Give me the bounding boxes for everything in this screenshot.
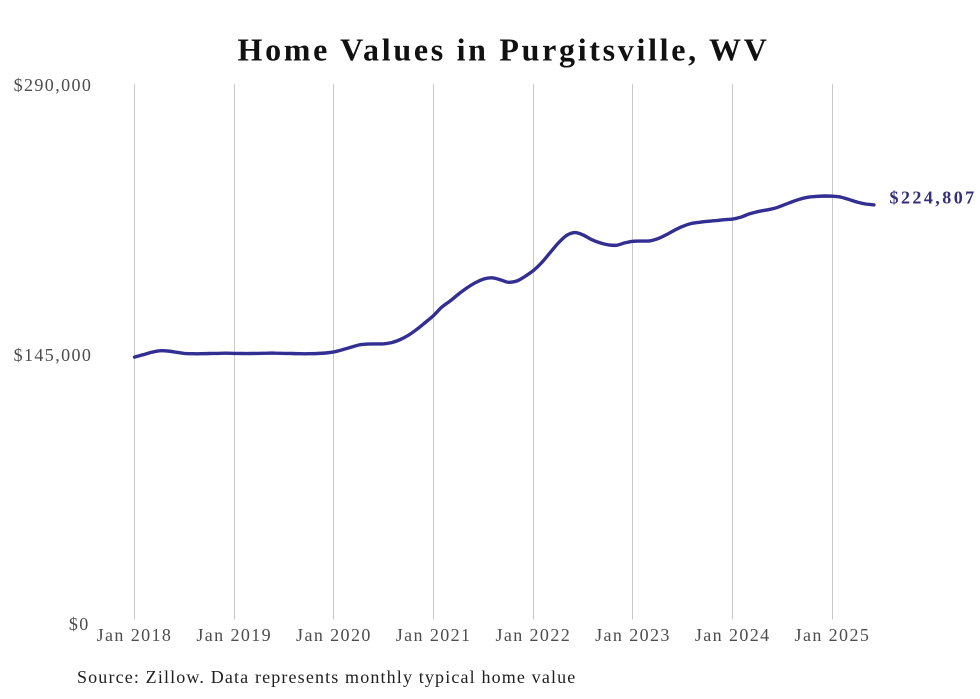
svg-text:Jan 2023: Jan 2023 bbox=[595, 625, 671, 645]
svg-text:Jan 2019: Jan 2019 bbox=[196, 625, 272, 645]
svg-text:Jan 2025: Jan 2025 bbox=[795, 625, 871, 645]
svg-text:Jan 2022: Jan 2022 bbox=[495, 625, 571, 645]
svg-text:$224,807: $224,807 bbox=[890, 188, 977, 208]
svg-text:Jan 2021: Jan 2021 bbox=[396, 625, 472, 645]
svg-text:Home Values in Purgitsville, W: Home Values in Purgitsville, WV bbox=[237, 32, 769, 68]
svg-text:Jan 2024: Jan 2024 bbox=[695, 625, 771, 645]
svg-text:Jan 2020: Jan 2020 bbox=[296, 625, 372, 645]
svg-text:Source: Zillow. Data represent: Source: Zillow. Data represents monthly … bbox=[77, 667, 576, 687]
svg-text:Jan 2018: Jan 2018 bbox=[97, 625, 173, 645]
svg-text:$290,000: $290,000 bbox=[14, 75, 93, 95]
svg-text:$0: $0 bbox=[69, 614, 90, 634]
svg-text:$145,000: $145,000 bbox=[14, 345, 93, 365]
